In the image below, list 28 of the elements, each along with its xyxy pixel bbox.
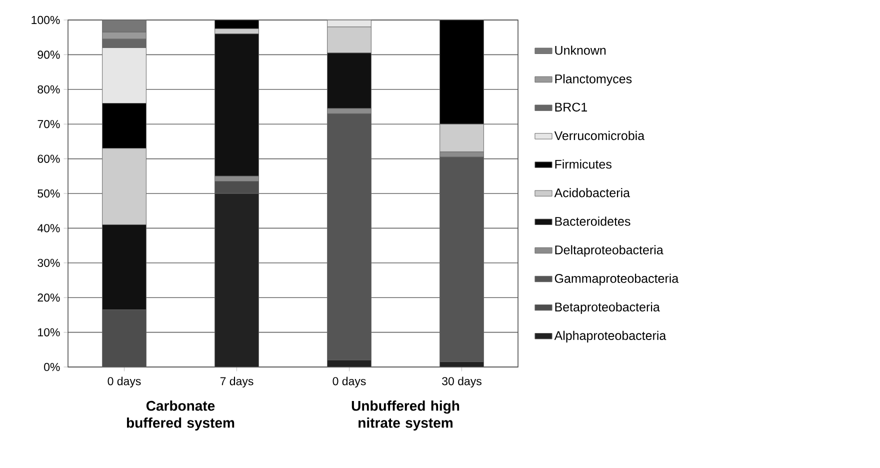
y-tick-label: 30% [38, 258, 60, 267]
y-tick-label: 80% [38, 85, 60, 94]
y-tick-label: 50% [38, 189, 60, 198]
x-tick-label: 0 days [332, 376, 366, 388]
y-tick-label: 100% [32, 16, 60, 24]
legend-label: Deltaproteobacteria [555, 245, 664, 257]
legend-label: BRC1 [555, 102, 587, 112]
legend-label: Alphaproteobacteria [554, 330, 666, 342]
legend-label: Planctomyces [555, 74, 632, 86]
text: Unbuffered high nitrate system [352, 400, 460, 431]
text: Carbonate buffered system [126, 400, 234, 431]
y-tick-label: 70% [38, 120, 60, 128]
y-tick-label: 90% [38, 50, 60, 59]
legend-label: Verrucomicrobia [554, 130, 645, 140]
x-tick-label: 0 days [108, 376, 141, 388]
legend-label: Gammaproteobacteria [554, 274, 679, 286]
legend-label: Firmicutes [555, 159, 612, 169]
x-tick-label: 7 days [220, 376, 254, 388]
legend-label: Betaproteobacteria [555, 302, 660, 314]
y-tick-label: 20% [38, 294, 60, 302]
legend-label: Unknown [555, 46, 606, 55]
y-tick-label: 60% [38, 154, 60, 163]
legend-label: Bacteroidetes [555, 216, 630, 226]
x-tick-label: 30 days [442, 376, 482, 388]
y-tick-label: 10% [38, 328, 60, 336]
y-tick-label: 0% [44, 362, 60, 372]
y-tick-label: 40% [37, 224, 60, 232]
legend-label: Acidobacteria [554, 188, 630, 198]
